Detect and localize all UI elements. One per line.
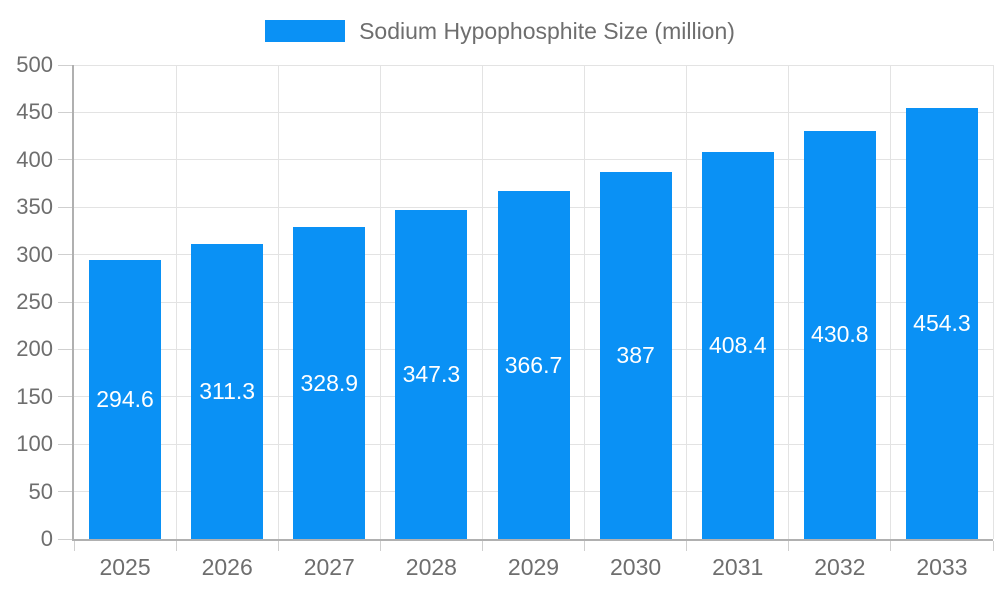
x-tick <box>788 541 790 551</box>
x-axis-label: 2027 <box>303 554 355 580</box>
y-tick <box>58 348 72 350</box>
bar-2032[interactable]: 430.8 <box>803 130 876 539</box>
x-axis-label: 2030 <box>610 554 662 580</box>
y-axis-label: 500 <box>16 52 53 77</box>
gridline-vertical <box>992 65 994 539</box>
y-tick <box>58 443 72 445</box>
y-axis-label: 450 <box>16 99 53 125</box>
legend-swatch <box>265 20 346 42</box>
x-axis-label: 2031 <box>712 554 764 580</box>
y-axis-label: 0 <box>40 526 53 551</box>
bar-2029[interactable]: 366.7 <box>497 191 570 539</box>
y-tick <box>58 491 72 493</box>
bar-2027[interactable]: 328.9 <box>293 227 366 539</box>
x-tick <box>277 541 279 551</box>
x-tick <box>686 541 688 551</box>
bar-value-label: 311.3 <box>199 377 256 404</box>
x-tick <box>481 541 483 551</box>
y-tick <box>58 254 72 256</box>
chart-legend[interactable]: Sodium Hypophosphite Size (million) <box>0 16 1000 46</box>
y-tick <box>58 159 72 161</box>
gridline-vertical <box>277 65 279 539</box>
x-axis-label: 2028 <box>405 554 457 580</box>
x-tick <box>175 541 177 551</box>
bar-2033[interactable]: 454.3 <box>905 108 978 539</box>
bar-2030[interactable]: 387 <box>599 172 672 539</box>
y-tick <box>58 396 72 398</box>
gridline-vertical <box>788 65 790 539</box>
x-axis-line <box>72 539 993 541</box>
bar-value-label: 430.8 <box>811 321 869 348</box>
gridline-vertical <box>890 65 892 539</box>
x-tick <box>890 541 892 551</box>
legend-label: Sodium Hypophosphite Size (million) <box>359 17 735 44</box>
x-axis-label: 2026 <box>201 554 253 580</box>
bar-value-label: 454.3 <box>913 310 971 337</box>
gridline-horizontal <box>74 64 993 66</box>
y-axis-label: 350 <box>16 194 53 220</box>
bar-value-label: 387 <box>616 342 655 369</box>
bar-value-label: 294.6 <box>96 385 154 412</box>
bar-2028[interactable]: 347.3 <box>395 209 468 539</box>
x-axis-label: 2032 <box>814 554 866 580</box>
bar-2026[interactable]: 311.3 <box>191 243 264 539</box>
y-axis-label: 50 <box>28 478 53 504</box>
x-tick <box>584 541 586 551</box>
gridline-vertical <box>175 65 177 539</box>
y-axis-line <box>72 65 74 541</box>
y-axis-label: 250 <box>16 289 53 314</box>
y-tick <box>58 301 72 303</box>
x-tick <box>73 541 75 551</box>
y-axis-label: 300 <box>16 241 53 267</box>
y-tick <box>58 538 72 540</box>
bar-2025[interactable]: 294.6 <box>89 259 162 539</box>
bar-value-label: 366.7 <box>504 351 563 378</box>
gridline-vertical <box>686 65 688 539</box>
x-axis-label: 2025 <box>99 554 151 580</box>
x-tick <box>379 541 381 551</box>
y-tick <box>58 64 72 66</box>
y-axis-label: 100 <box>16 431 53 457</box>
gridline-vertical <box>379 65 381 539</box>
y-tick <box>58 111 72 113</box>
y-axis-label: 200 <box>16 336 53 362</box>
x-axis-label: 2033 <box>916 554 968 580</box>
y-axis-label: 150 <box>16 383 53 409</box>
gridline-vertical <box>481 65 483 539</box>
gridline-vertical <box>584 65 586 539</box>
gridline-horizontal <box>74 159 993 161</box>
bar-value-label: 328.9 <box>300 369 359 396</box>
x-axis-label: 2029 <box>507 554 560 580</box>
bar-value-label: 408.4 <box>708 331 767 358</box>
x-tick <box>992 541 994 551</box>
bar-value-label: 347.3 <box>402 360 461 387</box>
y-tick <box>58 206 72 208</box>
gridline-horizontal <box>74 111 993 113</box>
bar-2031[interactable]: 408.4 <box>701 151 774 539</box>
y-axis-label: 400 <box>16 146 53 172</box>
